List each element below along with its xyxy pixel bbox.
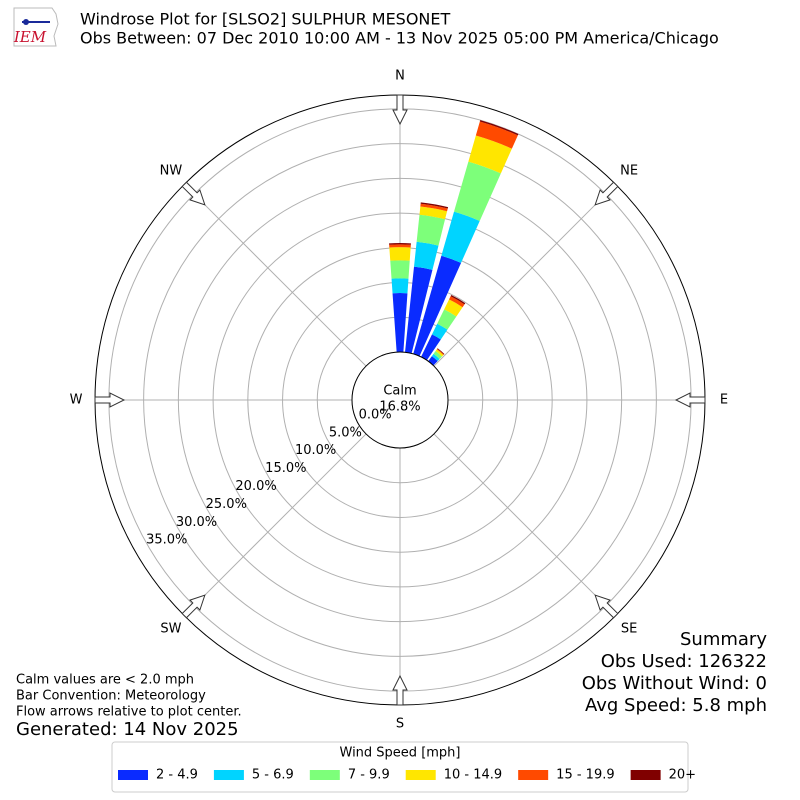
wedge xyxy=(413,255,462,357)
r-tick-label: 5.0% xyxy=(329,425,362,440)
grid-ring xyxy=(143,143,657,657)
flow-arrow xyxy=(181,181,206,206)
wedge xyxy=(432,323,448,340)
note: Calm values are < 2.0 mph xyxy=(16,673,194,688)
chart-subtitle: Obs Between: 07 Dec 2010 10:00 AM - 13 N… xyxy=(80,29,719,48)
wedge xyxy=(428,356,438,366)
wedge xyxy=(416,214,446,246)
logo: IEM xyxy=(13,7,59,47)
legend-label: 7 - 9.9 xyxy=(348,768,390,783)
flow-arrow xyxy=(392,674,408,706)
legend-swatch xyxy=(518,770,549,780)
wedge xyxy=(437,309,457,330)
wedge xyxy=(390,260,410,279)
r-tick-label: 15.0% xyxy=(265,461,306,476)
wedge xyxy=(389,244,411,248)
legend-label: 2 - 4.9 xyxy=(156,768,198,783)
wedge xyxy=(392,292,408,353)
wedge xyxy=(389,242,411,245)
legend-label: 10 - 14.9 xyxy=(444,768,502,783)
legend-title: Wind Speed [mph] xyxy=(340,746,461,761)
wedge xyxy=(475,121,518,149)
flow-arrow xyxy=(674,392,706,408)
wedge xyxy=(454,161,501,221)
legend-label: 20+ xyxy=(669,768,696,783)
wedge xyxy=(435,349,444,357)
chart-title: Windrose Plot for [SLSO2] SULPHUR MESONE… xyxy=(80,10,451,29)
legend-label: 5 - 6.9 xyxy=(252,768,294,783)
wedge xyxy=(420,203,448,212)
wedge xyxy=(414,241,439,270)
wedge xyxy=(391,278,409,294)
legend-swatch xyxy=(213,770,244,780)
flow-arrow xyxy=(181,594,206,619)
generated: Generated: 14 Nov 2025 xyxy=(16,719,239,740)
wedge xyxy=(450,295,466,305)
wedge xyxy=(444,299,463,317)
r-tick-label: 35.0% xyxy=(146,533,187,548)
summary-line: Obs Without Wind: 0 xyxy=(582,673,767,694)
calm-value: 16.8% xyxy=(379,400,420,415)
compass-label: NE xyxy=(620,163,638,178)
legend-label: 15 - 19.9 xyxy=(556,768,614,783)
wedge xyxy=(479,120,519,136)
grid-ring xyxy=(212,212,588,588)
logo-dot xyxy=(23,19,29,25)
wedge xyxy=(468,135,512,174)
legend-swatch xyxy=(405,770,436,780)
flow-arrow xyxy=(392,94,408,126)
flow-arrow xyxy=(94,392,126,408)
wedge xyxy=(433,351,443,359)
wedge xyxy=(421,334,441,361)
legend-swatch xyxy=(309,770,340,780)
compass-label: E xyxy=(720,393,728,408)
compass-label: W xyxy=(70,393,83,408)
wedge xyxy=(449,296,465,308)
calm-label: Calm xyxy=(383,384,416,399)
summary-line: Obs Used: 126322 xyxy=(601,651,767,672)
wedge xyxy=(441,211,480,263)
legend-swatch xyxy=(118,770,148,780)
note: Flow arrows relative to plot center. xyxy=(16,705,242,720)
logo-text: IEM xyxy=(13,28,47,46)
compass-label: S xyxy=(396,717,404,732)
wedge xyxy=(431,353,440,361)
compass-label: N xyxy=(395,69,405,84)
r-tick-label: 0.0% xyxy=(359,407,392,422)
wedge xyxy=(420,202,449,209)
wedge xyxy=(437,348,445,355)
r-tick-label: 25.0% xyxy=(206,497,247,512)
wedge xyxy=(419,206,448,220)
r-tick-label: 10.0% xyxy=(295,443,336,458)
compass-label: SE xyxy=(621,622,637,637)
r-tick-label: 20.0% xyxy=(235,479,276,494)
summary-line: Summary xyxy=(680,629,767,650)
wedge xyxy=(405,266,433,354)
spoke xyxy=(433,433,617,617)
calm-circle xyxy=(351,351,449,449)
wedge xyxy=(436,348,444,355)
flow-arrow xyxy=(594,594,619,619)
spoke xyxy=(183,433,367,617)
note: Bar Convention: Meteorology xyxy=(16,689,206,704)
spoke xyxy=(433,183,617,367)
compass-label: SW xyxy=(160,622,181,637)
grid-ring xyxy=(177,177,623,623)
r-tick-label: 30.0% xyxy=(176,515,217,530)
summary-line: Avg Speed: 5.8 mph xyxy=(585,695,767,716)
legend-swatch xyxy=(630,770,661,780)
compass-label: NW xyxy=(160,163,183,178)
logo-outline xyxy=(13,7,59,47)
flow-arrow xyxy=(594,181,619,206)
wedge xyxy=(389,247,411,261)
spoke xyxy=(183,183,367,367)
